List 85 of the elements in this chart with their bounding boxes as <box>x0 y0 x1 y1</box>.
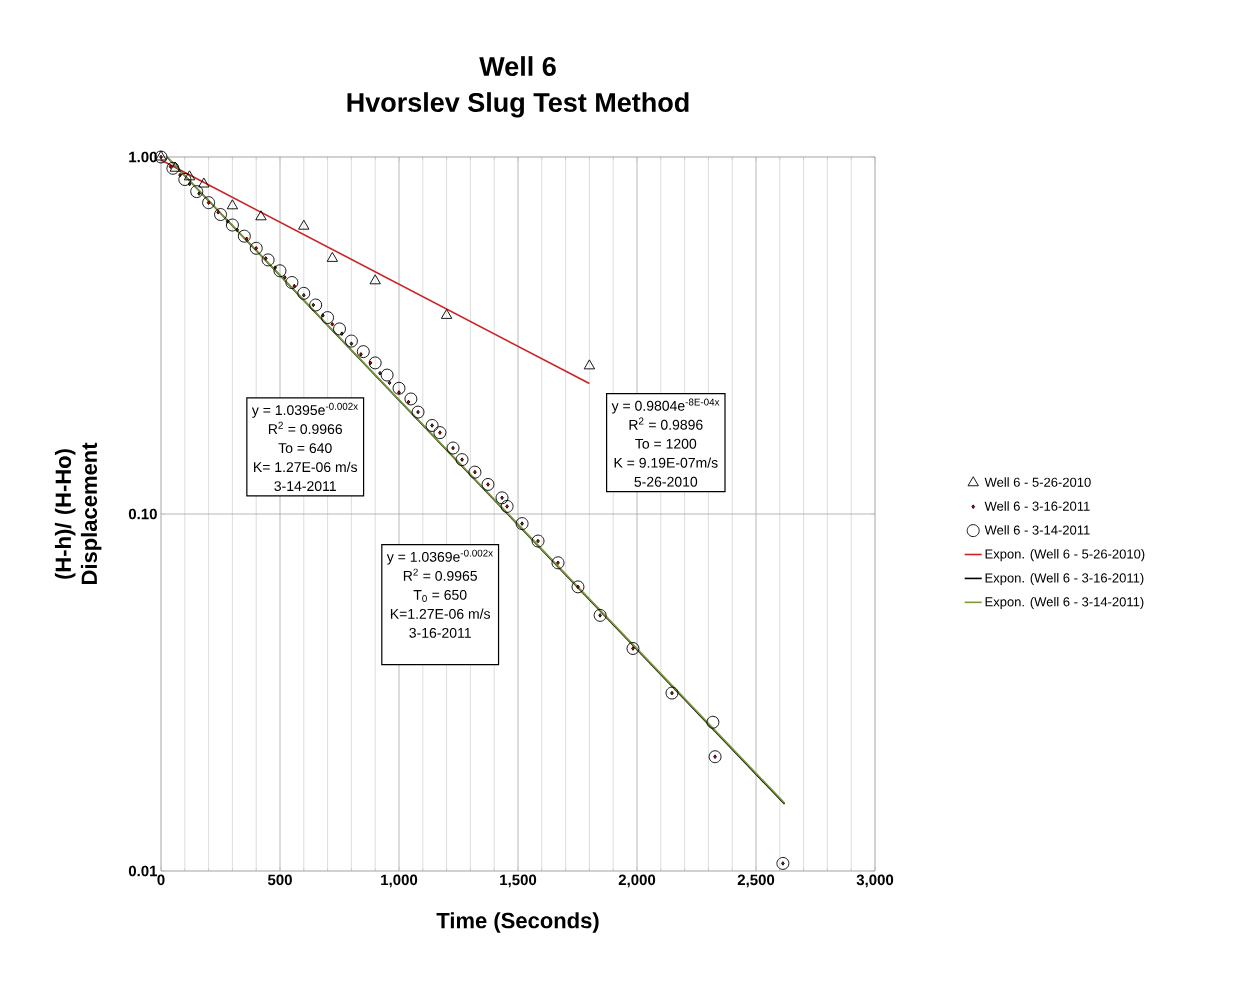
y-tick-label: 1.00 <box>129 151 157 163</box>
annotation: y = 0.9804e$^{-8E-04x}$ <box>611 398 720 414</box>
point <box>226 199 239 210</box>
annotation: 3-16-2011 <box>409 627 471 638</box>
chart-subtitle: Hvorslev Slug Test Method <box>347 92 689 118</box>
point <box>225 218 239 232</box>
annotation: To = 640 <box>278 443 332 454</box>
point <box>369 274 381 285</box>
point <box>446 441 460 455</box>
point <box>411 405 425 419</box>
point <box>298 219 310 230</box>
point <box>344 334 358 348</box>
x-tick-label: 3,000 <box>856 874 894 888</box>
point <box>500 499 514 513</box>
point <box>261 253 275 267</box>
x-tick-label: 1,500 <box>500 874 537 888</box>
annotation: K = 9.19E-07m/s <box>614 457 718 468</box>
point <box>583 359 596 370</box>
y-tick-label: 0.10 <box>128 508 157 520</box>
y-axis-title: (H-h)/ (H-Ho) Displacement <box>54 442 102 585</box>
point <box>378 370 382 376</box>
point <box>356 345 370 359</box>
legend-label: Expon. (Well 6 - 3-14-2011) <box>985 596 1144 610</box>
legend-label: Expon. (Well 6 - 3-16-2011) <box>985 572 1144 586</box>
point <box>397 390 401 395</box>
annotation: y = 1.0395e$^{-0.002x}$ <box>251 402 358 418</box>
point <box>404 392 418 406</box>
point <box>387 380 392 386</box>
point <box>571 580 585 594</box>
annotation: R$^{2}$ = 0.9966 <box>268 421 343 435</box>
legend-label: Expon. (Well 6 - 5-26-2010) <box>985 549 1145 562</box>
point <box>190 185 204 199</box>
point <box>198 177 210 188</box>
legend-label: Well 6 - 3-14-2011 <box>984 525 1090 535</box>
point <box>626 642 640 655</box>
point <box>433 426 447 440</box>
x-tick-label: 500 <box>267 874 292 886</box>
point <box>309 298 323 312</box>
point <box>202 196 216 210</box>
point <box>214 208 227 221</box>
chart-title: Well 6 <box>479 56 556 77</box>
point <box>273 264 287 278</box>
point <box>706 715 720 729</box>
point <box>440 308 453 319</box>
legend-label: Well 6 - 3-16-2011 <box>984 501 1090 511</box>
x-tick-label: 2,000 <box>618 874 656 888</box>
point <box>380 368 394 382</box>
annotation: R$^{2}$ = 0.9965 <box>403 568 477 581</box>
point <box>368 356 382 370</box>
annotation: To = 1200 <box>635 438 697 449</box>
point <box>551 556 565 570</box>
point <box>285 276 299 289</box>
x-tick-label: 2,500 <box>737 874 775 888</box>
point <box>297 286 311 300</box>
annotation: 3-14-2011 <box>274 481 336 492</box>
point <box>183 170 196 181</box>
y-tick-label: 0.01 <box>128 865 158 877</box>
annotation: K=1.27E-06 m/s <box>390 608 491 619</box>
x-tick-label: 1,000 <box>381 874 418 888</box>
point <box>593 608 607 622</box>
point <box>330 322 335 327</box>
point <box>321 311 335 325</box>
point <box>392 381 406 395</box>
point <box>495 491 509 505</box>
annotation: T$_{0}$ = 650 <box>413 589 467 602</box>
point <box>481 477 495 491</box>
point <box>255 210 267 221</box>
point <box>468 465 482 479</box>
point <box>708 750 722 764</box>
point <box>333 322 346 336</box>
point <box>178 173 192 186</box>
x-axis-title: Time (Seconds) <box>436 912 599 933</box>
point <box>515 517 529 531</box>
annotation: 5-26-2010 <box>634 476 698 487</box>
annotation: K= 1.27E-06 m/s <box>254 461 358 473</box>
point <box>282 275 287 280</box>
x-tick-label: 0 <box>157 874 165 886</box>
point <box>326 251 339 262</box>
point <box>531 534 545 548</box>
point <box>237 229 251 243</box>
annotation: y = 1.0369e$^{-0.002x}$ <box>386 549 493 565</box>
legend-label: Well 6 - 5-26-2010 <box>984 477 1091 487</box>
point <box>425 419 439 432</box>
annotation: R$^{2}$ = 0.9896 <box>629 417 703 430</box>
point <box>455 453 469 467</box>
